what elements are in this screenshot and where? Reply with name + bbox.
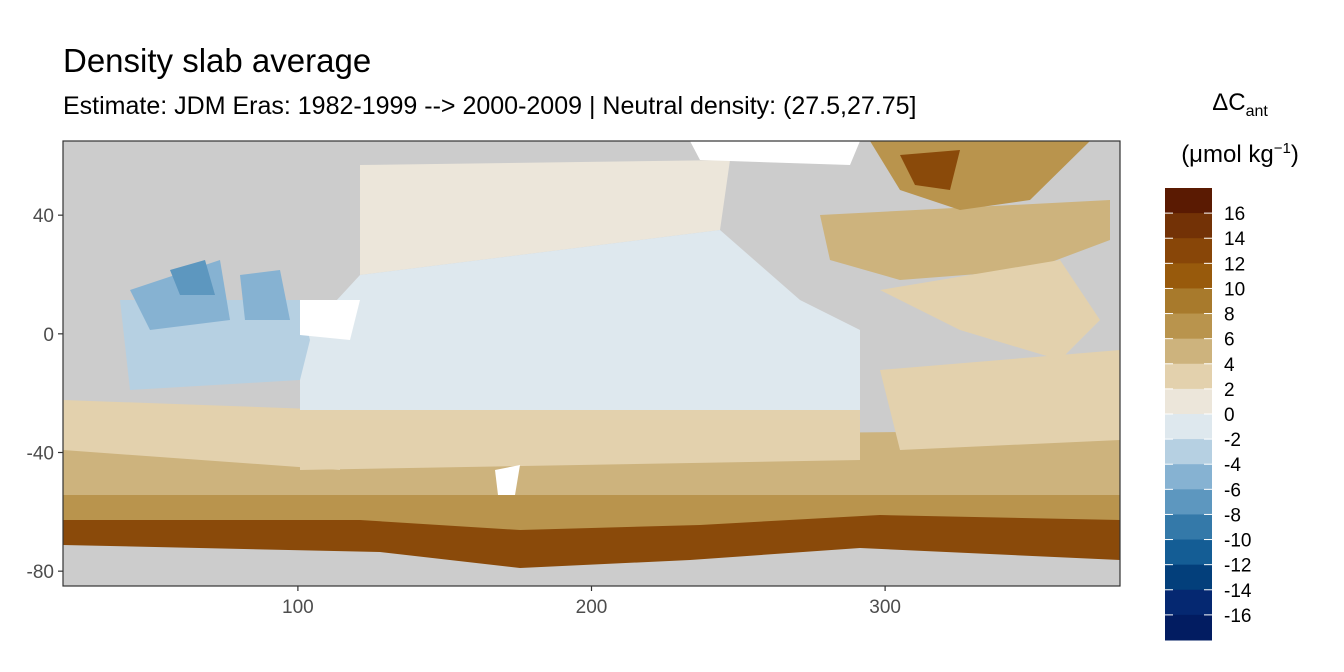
legend-color-swatch (1165, 539, 1212, 566)
legend-label: -8 (1224, 505, 1241, 526)
ocean-tropical-atlantic (880, 260, 1100, 360)
legend-color-swatch (1165, 564, 1212, 591)
ocean-bay-of-bengal (240, 270, 290, 320)
legend-color-swatch (1165, 363, 1212, 390)
ocean-tropical-pacific (300, 230, 860, 410)
legend-label: -6 (1224, 480, 1241, 501)
y-tick-label: 40 (33, 206, 54, 227)
ocean-arabian-core (170, 260, 215, 295)
legend-label: 2 (1224, 380, 1235, 401)
legend-label: -12 (1224, 556, 1251, 577)
y-tick-label: -40 (27, 444, 54, 465)
legend-label: 4 (1224, 355, 1235, 376)
nodata-newzealand (495, 465, 520, 495)
legend-units: (μmol kg−1) (1181, 140, 1299, 168)
legend-label: -2 (1224, 430, 1241, 451)
legend-color-swatch (1165, 589, 1212, 616)
legend-color-swatch (1165, 439, 1212, 465)
legend-label: -14 (1224, 581, 1252, 602)
legend-color-swatch (1165, 514, 1212, 541)
chart-title: Density slab average (63, 42, 372, 79)
legend-color-swatch (1165, 414, 1212, 440)
y-tick-label: 0 (43, 325, 54, 346)
legend-label: 14 (1224, 229, 1246, 250)
legend-color-swatch (1165, 489, 1212, 515)
legend-color-swatch (1165, 238, 1212, 264)
map-panel (62, 140, 1121, 587)
ocean-north-atlantic (820, 200, 1110, 280)
legend-label: 6 (1224, 330, 1235, 351)
ocean-south-indian (63, 400, 340, 470)
legend-color-swatch (1165, 213, 1212, 239)
x-tick-label: 300 (869, 597, 901, 618)
nodata-arctic (690, 141, 860, 165)
legend-label: 8 (1224, 305, 1235, 326)
legend-label: 0 (1224, 405, 1235, 426)
legend-label: 16 (1224, 204, 1245, 225)
legend-label: -10 (1224, 531, 1251, 552)
legend: ΔCant (μmol kg−1) 16 14 12 10 8 6 4 2 0 -2 -4 -6 -8 -10… (1165, 89, 1299, 641)
x-tick-label: 100 (282, 597, 314, 618)
ocean-south-pacific (300, 400, 860, 470)
nodata-indonesia (300, 300, 360, 340)
x-tick-label: 200 (576, 597, 608, 618)
legend-color-swatch (1165, 263, 1212, 289)
ocean-south-atlantic (880, 350, 1120, 450)
legend-label: 12 (1224, 254, 1245, 275)
legend-label: 10 (1224, 279, 1245, 300)
legend-label: -4 (1224, 455, 1241, 476)
legend-color-swatch (1165, 388, 1212, 415)
legend-color-swatch (1165, 188, 1212, 214)
legend-color-swatch (1165, 338, 1212, 365)
chart-subtitle: Estimate: JDM Eras: 1982-1999 --> 2000-2… (63, 92, 917, 120)
y-tick-label: -80 (27, 562, 54, 583)
ocean-north-pacific (360, 160, 730, 275)
legend-color-swatch (1165, 313, 1212, 340)
legend-color-swatch (1165, 288, 1212, 315)
legend-title: ΔCant (1212, 89, 1268, 120)
legend-color-swatch (1165, 464, 1212, 490)
legend-color-swatch (1165, 614, 1212, 641)
ocean-labrador-core (900, 150, 960, 190)
ocean-southern-band (63, 490, 1120, 530)
legend-label: -16 (1224, 606, 1251, 627)
